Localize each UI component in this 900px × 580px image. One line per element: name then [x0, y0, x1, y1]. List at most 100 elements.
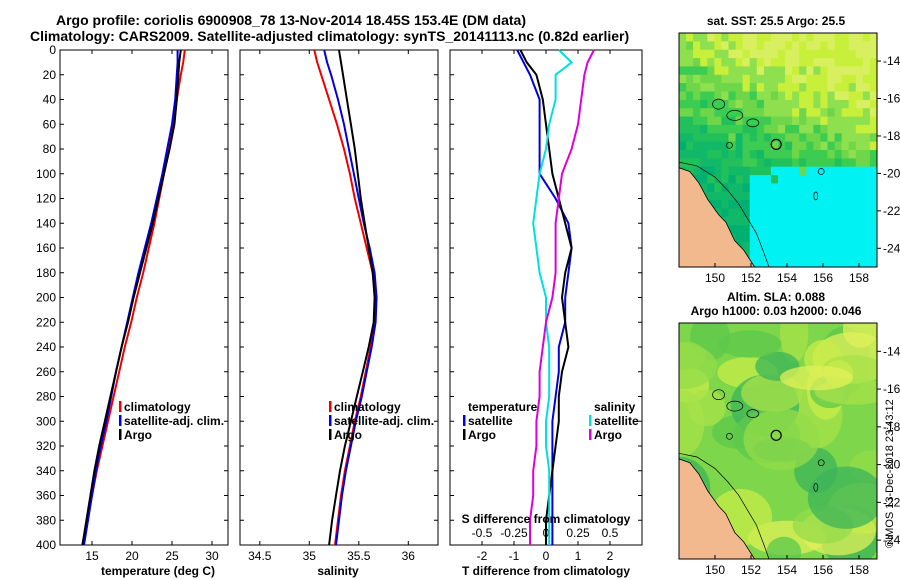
sst-cell: [862, 124, 871, 134]
sst-cell: [763, 66, 772, 76]
sst-cell: [792, 83, 800, 93]
sst-cell: [820, 116, 829, 126]
map-sla-lon-label: 156: [813, 563, 833, 577]
sst-cell: [799, 99, 807, 109]
sst-cell: [778, 250, 786, 260]
sst-cell: [869, 183, 877, 193]
sst-cell: [763, 33, 772, 42]
sst-cell: [799, 33, 807, 42]
diff-legend-sal-argo: Argo: [594, 428, 622, 442]
sst-cell: [792, 233, 800, 243]
sst-cell: [813, 66, 822, 76]
sst-cell: [742, 116, 751, 126]
sst-cell: [756, 216, 765, 226]
depth-tick-label: 180: [36, 266, 56, 280]
sst-cell: [792, 216, 800, 226]
sst-cell: [848, 99, 857, 109]
sst-cell: [735, 108, 744, 118]
sla-blob: [766, 536, 802, 559]
sst-cell: [707, 33, 715, 42]
sst-cell: [679, 33, 687, 42]
sst-cell: [778, 91, 786, 101]
argo-float-marker: [770, 138, 782, 150]
sst-cell: [848, 166, 857, 176]
sst-cell: [721, 133, 730, 143]
sst-cell: [834, 200, 843, 210]
map-sst-lat-label: -22: [883, 204, 900, 218]
sst-cell: [707, 124, 715, 134]
sst-cell: [855, 116, 864, 126]
sst-cell: [820, 258, 829, 267]
sst-cell: [806, 258, 814, 267]
sst-cell: [855, 124, 864, 134]
sst-cell: [770, 158, 779, 168]
sst-cell: [834, 258, 843, 267]
depth-tick-label: 20: [43, 68, 57, 82]
legend-color-marker: [589, 415, 592, 426]
diff-legend-salinity-title: salinity: [594, 400, 636, 414]
sst-cell: [778, 66, 786, 76]
sst-cell: [848, 158, 857, 168]
sst-cell: [756, 258, 765, 267]
sst-cell: [735, 49, 744, 59]
sst-cell: [834, 74, 843, 84]
sst-cell: [714, 175, 723, 185]
sst-cell: [700, 175, 708, 185]
sst-cell: [763, 158, 772, 168]
sst-cell: [686, 41, 694, 51]
salinity-x-tick-label: 35: [303, 549, 317, 563]
depth-tick-label: 220: [36, 315, 56, 329]
sst-cell: [770, 250, 779, 260]
sst-cell: [714, 99, 723, 109]
sst-cell: [778, 233, 786, 243]
sst-cell: [742, 133, 751, 143]
argo-float-marker: [770, 429, 782, 441]
sst-cell: [749, 241, 758, 251]
sst-cell: [792, 175, 800, 185]
sst-cell: [869, 225, 877, 235]
sst-cell: [820, 66, 829, 76]
salinity-series-argo: [328, 49, 376, 546]
sla-map-title-line-2: Argo h1000: 0.03 h2000: 0.046: [691, 304, 862, 318]
sst-cell: [841, 241, 850, 251]
sst-cell: [799, 208, 807, 218]
sst-cell: [700, 74, 708, 84]
sst-cell: [686, 66, 694, 76]
sst-cell: [721, 83, 730, 93]
sst-cell: [742, 166, 751, 176]
sst-cell: [735, 66, 744, 76]
sst-cell: [693, 116, 701, 126]
sst-cell: [763, 41, 772, 51]
map-sla-field: [679, 323, 877, 559]
sst-cell: [855, 99, 864, 109]
difference-series-salinity-argo: [529, 49, 595, 545]
sst-cell: [806, 141, 814, 151]
depth-tick-label: 320: [36, 439, 56, 453]
map-sla-frame: [678, 322, 878, 560]
sst-cell: [806, 225, 814, 235]
temperature-series-argo: [81, 49, 182, 546]
sst-cell: [862, 208, 871, 218]
sst-cell: [869, 74, 877, 84]
sst-cell: [686, 124, 694, 134]
sst-cell: [848, 41, 857, 51]
sst-cell: [693, 33, 701, 42]
sst-cell: [834, 83, 843, 93]
sst-cell: [827, 175, 836, 185]
salinity-x-tick-label: 36: [402, 549, 416, 563]
sst-cell: [834, 116, 843, 126]
sst-cell: [834, 225, 843, 235]
sst-cell: [785, 49, 793, 59]
sst-cell: [855, 108, 864, 118]
map-sst-lon-label: 152: [741, 271, 761, 285]
temperature-x-label: temperature (deg C): [101, 564, 215, 578]
sst-cell: [785, 33, 793, 42]
sst-cell: [834, 108, 843, 118]
sst-cell: [806, 58, 814, 68]
sst-cell: [728, 133, 737, 143]
sst-cell: [749, 66, 758, 76]
sst-cell: [848, 66, 857, 76]
sal-legend-climatology: climatology: [334, 400, 401, 414]
sst-cell: [763, 99, 772, 109]
sst-cell: [785, 91, 793, 101]
